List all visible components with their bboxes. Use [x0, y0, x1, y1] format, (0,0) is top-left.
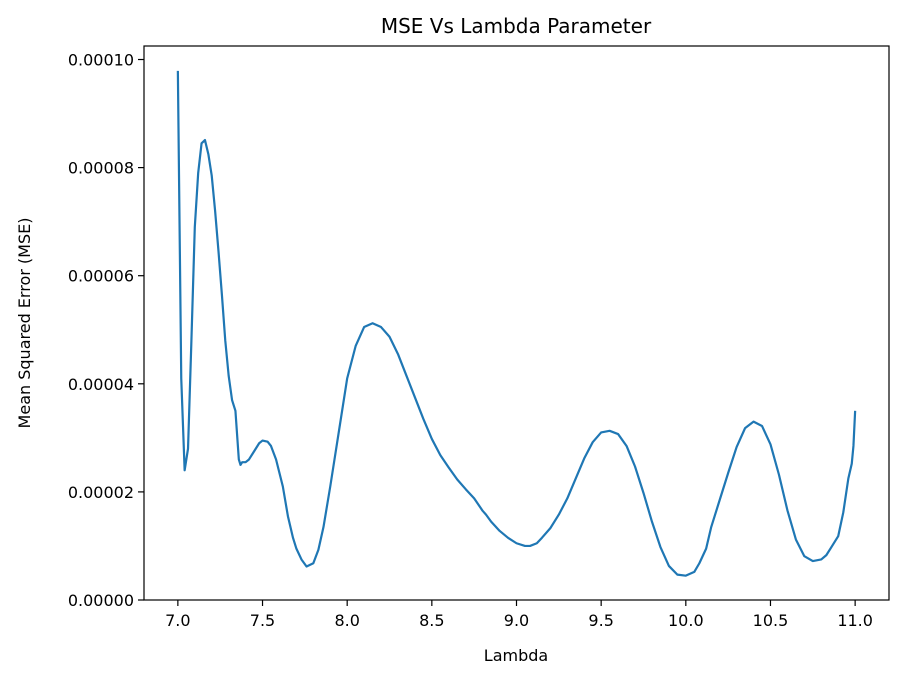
y-axis: 0.00000 0.00002 0.00004 0.00006 0.00008 0.000… — [68, 51, 144, 610]
x-tick-label: 9.5 — [588, 611, 613, 630]
y-tick-label: 0.00000 — [68, 591, 134, 610]
y-axis-label: Mean Squared Error (MSE) — [15, 218, 34, 429]
x-axis-label: Lambda — [484, 646, 548, 665]
x-axis: 7.0 7.5 8.0 8.5 9.0 9.5 10.0 10.5 11.0 — [165, 600, 873, 630]
y-tick-label: 0.00006 — [68, 267, 134, 286]
x-tick-label: 8.0 — [334, 611, 359, 630]
y-tick-label: 0.00008 — [68, 159, 134, 178]
x-tick-label: 10.5 — [753, 611, 789, 630]
x-tick-label: 7.0 — [165, 611, 190, 630]
x-tick-label: 7.5 — [250, 611, 275, 630]
x-tick-label: 10.0 — [668, 611, 704, 630]
y-tick-label: 0.00010 — [68, 51, 134, 70]
chart-title: MSE Vs Lambda Parameter — [381, 14, 652, 38]
y-tick-label: 0.00002 — [68, 483, 134, 502]
mse-series-line — [176, 70, 857, 577]
y-tick-label: 0.00004 — [68, 375, 134, 394]
plot-series-group — [176, 70, 857, 577]
x-tick-label: 9.0 — [504, 611, 529, 630]
x-tick-label: 8.5 — [419, 611, 444, 630]
x-tick-label: 11.0 — [837, 611, 873, 630]
